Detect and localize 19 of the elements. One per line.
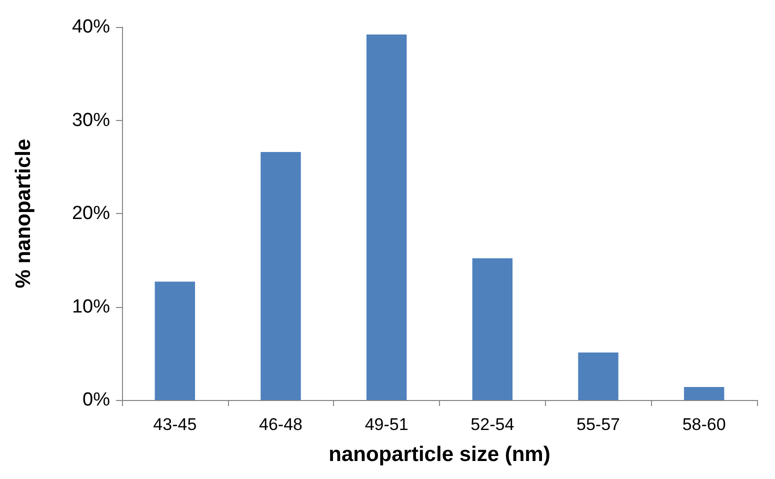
x-tick-label: 58-60 bbox=[682, 415, 726, 434]
x-axis-title: nanoparticle size (nm) bbox=[328, 443, 550, 466]
y-tick-label: 20% bbox=[72, 203, 110, 224]
x-tick-label: 49-51 bbox=[364, 415, 408, 434]
y-axis-title: % nanoparticle bbox=[12, 138, 35, 288]
x-tick-label: 55-57 bbox=[576, 415, 620, 434]
bar bbox=[578, 352, 618, 400]
bar bbox=[472, 258, 513, 400]
bar bbox=[366, 34, 407, 400]
bar bbox=[260, 152, 301, 400]
y-tick-label: 30% bbox=[72, 110, 110, 131]
y-tick-label: 10% bbox=[72, 296, 110, 318]
bar bbox=[154, 282, 196, 400]
x-tick-label: 43-45 bbox=[153, 415, 197, 434]
x-tick-label: 46-48 bbox=[259, 415, 302, 434]
y-tick-label: 0% bbox=[82, 390, 110, 410]
x-tick-label: 52-54 bbox=[470, 415, 514, 434]
y-tick-label: 40% bbox=[72, 16, 110, 38]
bar bbox=[684, 386, 724, 400]
